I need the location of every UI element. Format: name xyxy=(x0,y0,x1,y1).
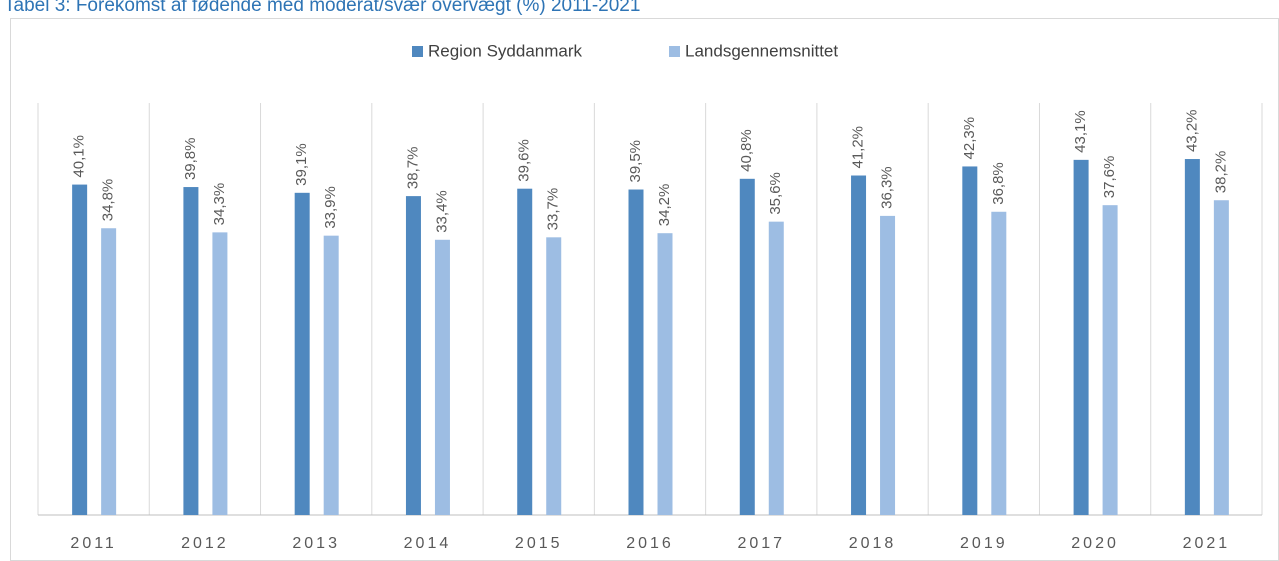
data-label: 34,2% xyxy=(656,184,673,227)
x-tick-label: 2012 xyxy=(181,535,229,552)
bar xyxy=(962,166,978,515)
legend-swatch xyxy=(412,46,423,57)
bar xyxy=(768,221,784,515)
data-label: 36,3% xyxy=(879,166,896,209)
data-label: 40,8% xyxy=(738,129,755,172)
data-label: 37,6% xyxy=(1101,156,1118,199)
data-label: 39,5% xyxy=(627,140,644,183)
x-tick-label: 2017 xyxy=(737,535,785,552)
data-label: 38,2% xyxy=(1212,151,1229,194)
data-label: 35,6% xyxy=(767,172,784,215)
bar xyxy=(517,188,533,516)
bar xyxy=(1073,159,1089,515)
bar xyxy=(1184,159,1200,516)
x-tick-label: 2015 xyxy=(515,535,563,552)
legend-label: Region Syddanmark xyxy=(428,41,583,60)
x-tick-label: 2014 xyxy=(404,535,452,552)
bar xyxy=(991,211,1007,515)
data-label: 34,8% xyxy=(100,179,117,222)
legend-swatch xyxy=(669,46,680,57)
data-label: 34,3% xyxy=(211,183,228,226)
x-tick-label: 2016 xyxy=(626,535,674,552)
data-label: 39,1% xyxy=(293,143,310,186)
data-label: 43,2% xyxy=(1183,109,1200,152)
data-label: 40,1% xyxy=(71,135,88,178)
bar xyxy=(434,239,450,515)
x-tick-label: 2013 xyxy=(292,535,340,552)
bar xyxy=(101,228,117,516)
bar xyxy=(212,232,228,516)
data-label: 33,7% xyxy=(545,188,562,231)
bar xyxy=(851,175,867,515)
bar xyxy=(880,215,896,515)
bar xyxy=(72,184,88,516)
data-label: 43,1% xyxy=(1072,110,1089,153)
data-label: 39,6% xyxy=(516,139,533,182)
bar xyxy=(546,237,562,515)
bar xyxy=(294,192,310,516)
data-label: 33,4% xyxy=(433,190,450,233)
data-label: 41,2% xyxy=(850,126,867,169)
x-tick-label: 2019 xyxy=(960,535,1008,552)
data-label: 39,8% xyxy=(182,138,199,181)
bar xyxy=(1102,205,1118,515)
bar xyxy=(323,235,339,515)
chart-title: Tabel 3: Forekomst af fødende med modera… xyxy=(4,0,640,16)
legend-label: Landsgennemsnittet xyxy=(685,41,838,60)
bar xyxy=(183,187,199,515)
bar xyxy=(1213,200,1229,515)
data-label: 33,9% xyxy=(322,186,339,229)
data-label: 42,3% xyxy=(961,117,978,160)
bar xyxy=(405,196,421,515)
data-label: 36,8% xyxy=(990,162,1007,205)
x-tick-label: 2011 xyxy=(70,535,116,552)
bar xyxy=(739,178,755,516)
x-tick-label: 2021 xyxy=(1183,535,1231,552)
x-tick-label: 2018 xyxy=(849,535,897,552)
bar xyxy=(628,189,644,515)
data-label: 38,7% xyxy=(404,147,421,190)
bar xyxy=(657,233,673,515)
x-tick-label: 2020 xyxy=(1071,535,1119,552)
